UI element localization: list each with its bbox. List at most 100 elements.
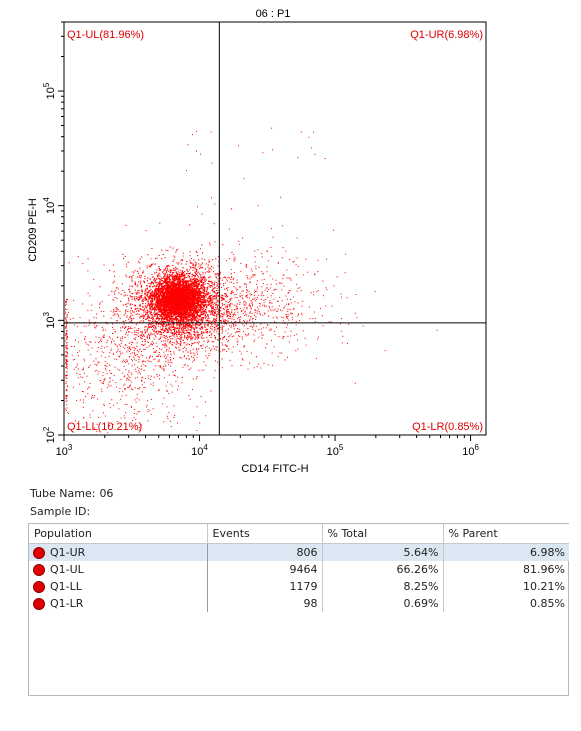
event-point — [188, 319, 190, 321]
event-point — [140, 295, 142, 297]
event-point — [183, 309, 185, 311]
event-point — [208, 283, 210, 285]
event-point — [141, 332, 143, 334]
event-point — [201, 295, 203, 297]
event-point — [180, 329, 182, 331]
event-point — [162, 298, 164, 300]
event-point — [246, 335, 248, 337]
event-point — [176, 334, 178, 336]
event-point — [125, 333, 127, 335]
event-point — [233, 314, 235, 316]
event-point — [273, 346, 275, 348]
event-point — [173, 294, 175, 296]
event-point — [173, 330, 175, 332]
event-point — [197, 303, 199, 305]
event-point — [170, 324, 172, 326]
event-point — [214, 323, 216, 325]
event-point — [138, 297, 140, 299]
event-point — [155, 303, 157, 305]
event-point — [186, 317, 188, 319]
event-point — [200, 287, 203, 289]
event-point — [154, 279, 156, 281]
event-point — [170, 317, 172, 319]
event-point — [181, 377, 183, 379]
event-point — [161, 323, 163, 325]
event-point — [184, 336, 186, 338]
event-point — [177, 315, 179, 317]
event-point — [203, 313, 205, 315]
event-point — [189, 308, 191, 310]
event-point — [155, 350, 157, 352]
event-point — [180, 323, 182, 325]
event-point — [189, 292, 191, 294]
event-point — [260, 314, 261, 316]
event-point — [165, 327, 167, 329]
event-point — [254, 339, 256, 341]
event-point — [156, 300, 158, 302]
event-point — [142, 298, 144, 300]
event-point — [194, 295, 197, 298]
event-point — [156, 316, 158, 318]
event-point — [176, 312, 178, 314]
event-point — [260, 295, 262, 297]
event-point — [136, 331, 138, 333]
event-point — [151, 274, 153, 275]
event-point — [221, 297, 223, 300]
event-point — [161, 285, 163, 288]
event-point — [185, 344, 187, 346]
event-point — [184, 332, 186, 334]
event-point — [171, 289, 173, 291]
event-point — [245, 323, 247, 325]
event-point — [177, 313, 179, 315]
event-point — [164, 311, 166, 314]
event-point — [156, 312, 158, 314]
event-point — [163, 277, 165, 279]
event-point — [214, 348, 216, 350]
event-point — [200, 286, 202, 288]
event-point — [221, 358, 223, 360]
event-point — [172, 264, 174, 266]
event-point — [203, 293, 205, 295]
event-point — [129, 317, 131, 319]
event-point — [138, 313, 140, 315]
event-point — [163, 340, 165, 342]
event-point — [173, 342, 175, 344]
event-point — [211, 333, 213, 335]
event-point — [186, 303, 188, 305]
event-point — [176, 320, 178, 322]
event-point — [179, 319, 182, 321]
event-point — [178, 312, 180, 315]
event-point — [182, 293, 184, 295]
event-point — [175, 303, 177, 305]
event-point — [163, 285, 165, 287]
event-point — [161, 329, 163, 331]
event-point — [187, 297, 189, 299]
event-point — [168, 274, 170, 276]
event-point — [182, 278, 184, 280]
event-point — [215, 258, 217, 260]
event-point — [124, 294, 126, 296]
event-point — [188, 313, 191, 315]
event-point — [160, 294, 162, 296]
event-point — [195, 305, 198, 307]
event-point — [169, 269, 171, 271]
event-point — [164, 269, 166, 271]
event-point — [187, 294, 189, 296]
event-point — [150, 288, 152, 290]
event-point — [227, 304, 229, 306]
event-point — [186, 290, 188, 292]
event-point — [168, 281, 171, 283]
event-point — [189, 298, 191, 300]
event-point — [197, 335, 199, 337]
event-point — [192, 348, 194, 350]
event-point — [126, 315, 128, 317]
event-point — [189, 344, 191, 346]
event-point — [183, 300, 185, 302]
event-point — [179, 295, 182, 297]
event-point — [139, 297, 141, 299]
event-point — [159, 334, 161, 336]
event-point — [122, 290, 124, 292]
event-point — [169, 294, 171, 296]
event-point — [195, 273, 198, 275]
event-point — [183, 274, 185, 276]
